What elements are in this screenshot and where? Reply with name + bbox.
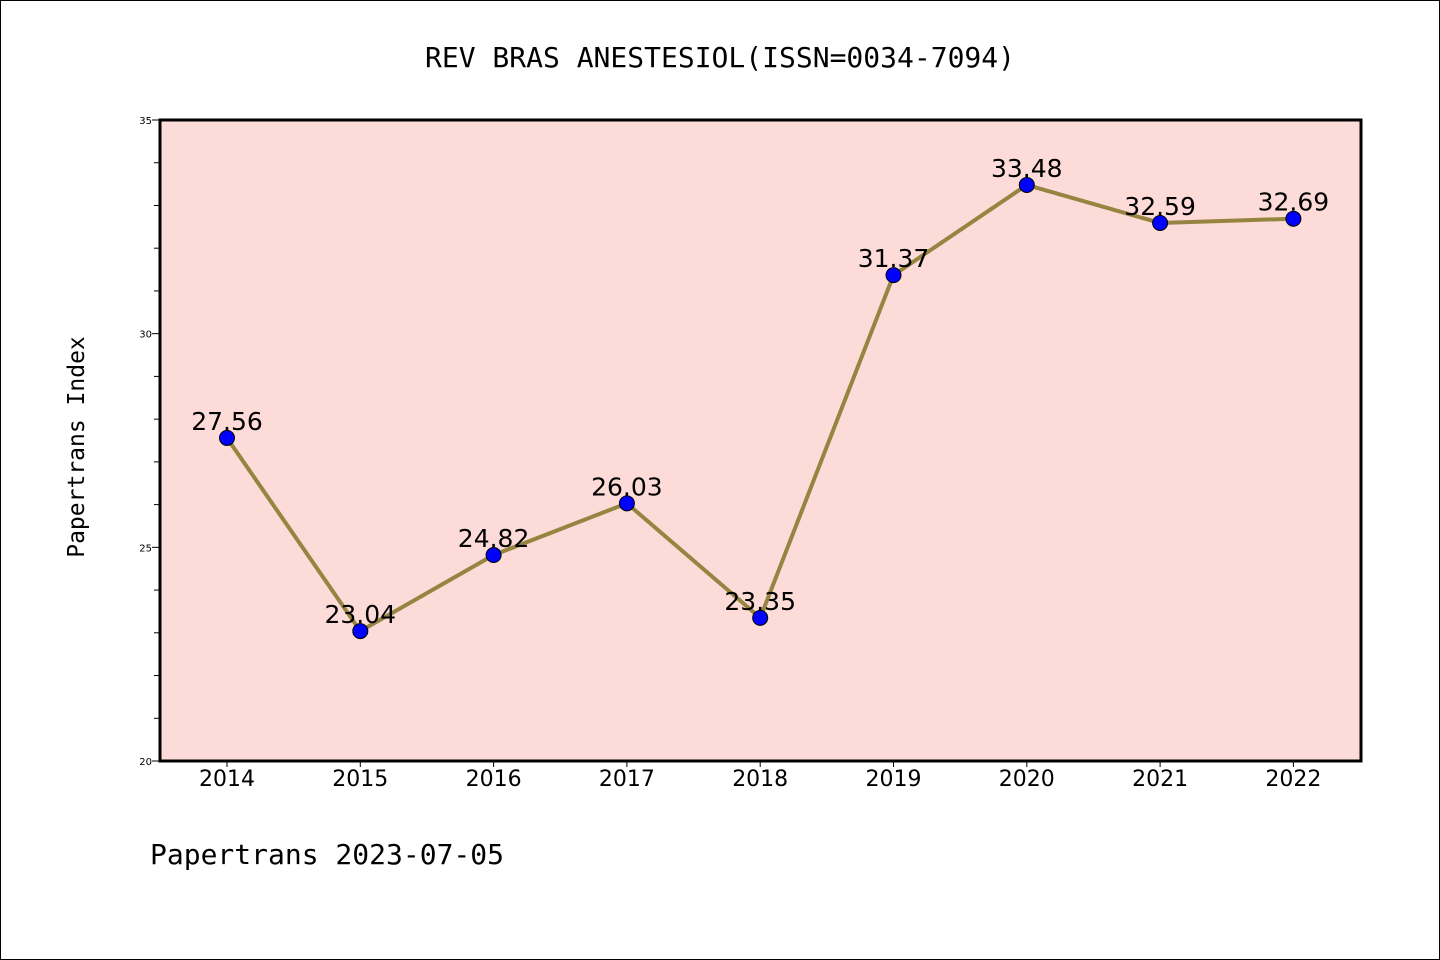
- data-point: [885, 267, 902, 284]
- y-tick-label: 20: [139, 757, 152, 768]
- y-axis-ticks: 20 25 30 35: [139, 116, 160, 768]
- data-label: 32.69: [1258, 188, 1330, 217]
- data-label: 32.59: [1124, 192, 1196, 221]
- y-tick-label: 35: [139, 116, 152, 127]
- data-point: [219, 429, 235, 446]
- x-tick-label: 2016: [466, 767, 522, 792]
- data-label: 23.04: [325, 600, 397, 629]
- x-tick-label: 2019: [866, 767, 922, 792]
- x-tick-label: 2022: [1265, 767, 1321, 792]
- data-point: [618, 495, 635, 512]
- x-tick-label: 2021: [1132, 767, 1188, 792]
- y-tick-label: 30: [139, 330, 152, 341]
- data-label: 26.03: [591, 472, 663, 501]
- y-tick-label: 25: [139, 543, 152, 554]
- x-tick-label: 2020: [999, 767, 1055, 792]
- data-point: [1285, 210, 1302, 227]
- data-label: 23.35: [724, 587, 796, 616]
- data-label: 33.48: [991, 154, 1063, 183]
- data-point: [1152, 214, 1169, 231]
- x-tick-label: 2018: [732, 767, 788, 792]
- x-tick-label: 2017: [599, 767, 655, 792]
- data-point: [1018, 176, 1035, 193]
- data-point: [485, 547, 502, 564]
- x-tick-label: 2014: [199, 767, 255, 792]
- plot-border: [158, 118, 1363, 763]
- data-label: 27.56: [191, 407, 263, 436]
- y-axis-label: Papertrans Index: [64, 336, 90, 558]
- data-label: 31.37: [858, 244, 930, 273]
- x-axis-ticks: 2014 2015 2016 2017 2018 2019 2020 2021 2022: [199, 761, 1321, 792]
- chart-title: REV BRAS ANESTESIOL(ISSN=0034-7094): [425, 41, 1015, 74]
- data-labels: 27.56 23.04 24.82 26.03 23.35 31.37 33.48 32.59…: [191, 154, 1329, 629]
- data-point: [752, 609, 769, 626]
- data-point: [352, 623, 369, 640]
- series-markers: [219, 176, 1302, 640]
- footer-text: Papertrans 2023-07-05: [150, 838, 504, 871]
- x-tick-label: 2015: [332, 767, 388, 792]
- data-label: 24.82: [458, 524, 530, 553]
